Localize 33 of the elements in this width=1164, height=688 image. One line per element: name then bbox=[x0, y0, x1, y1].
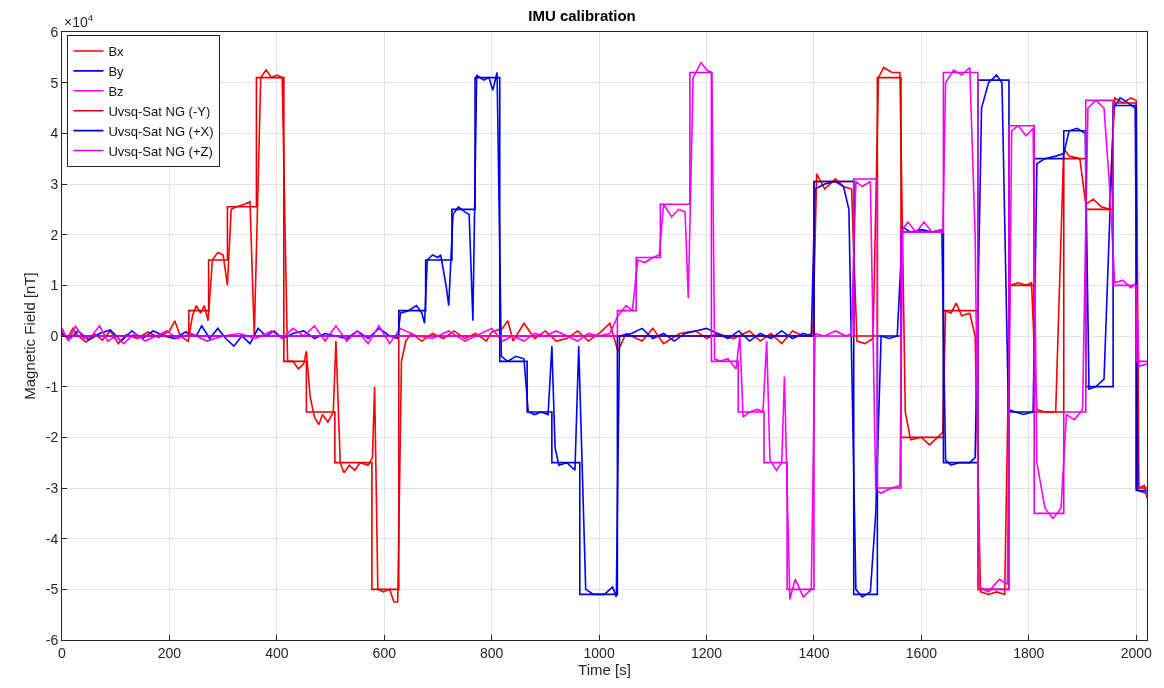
x-axis-title: Time [s] bbox=[578, 660, 631, 678]
y-tick-label: -3 bbox=[45, 479, 59, 496]
y-tick-label: -1 bbox=[45, 378, 59, 395]
y-tick-label: 3 bbox=[50, 175, 59, 192]
legend-label: Uvsq-Sat NG (+Z) bbox=[108, 143, 213, 159]
x-tick-label: 800 bbox=[480, 644, 504, 661]
y-axis-title: Magnetic Field [nT] bbox=[21, 272, 38, 400]
y-tick-label: -6 bbox=[45, 631, 59, 648]
y-tick-label: 4 bbox=[50, 125, 59, 142]
x-tick-label: 1200 bbox=[690, 644, 723, 661]
legend-label: Uvsq-Sat NG (-Y) bbox=[108, 103, 211, 119]
y-tick-label: -5 bbox=[45, 581, 59, 598]
chart-title: IMU calibration bbox=[528, 6, 636, 24]
x-tick-label: 2000 bbox=[1120, 644, 1153, 661]
x-tick-label: 600 bbox=[372, 644, 397, 661]
y-tick-label: 5 bbox=[50, 74, 59, 91]
x-tick-label: 400 bbox=[265, 644, 289, 661]
text: ×10$^{4}$ bbox=[64, 12, 94, 30]
y-tick-label: 0 bbox=[50, 327, 59, 344]
y-tick-label: 1 bbox=[50, 277, 59, 294]
legend-label: By bbox=[108, 63, 125, 79]
y-tick-label: 6 bbox=[50, 23, 59, 40]
x-tick-label: 1800 bbox=[1013, 644, 1045, 661]
x-tick-label: 1000 bbox=[583, 644, 615, 661]
legend-label: Uvsq-Sat NG (+X) bbox=[108, 123, 214, 139]
y-tick-label: 2 bbox=[50, 226, 59, 243]
x-tick-label: 1600 bbox=[905, 644, 938, 661]
x-tick-label: 200 bbox=[157, 644, 182, 661]
x-tick-label: 1400 bbox=[798, 644, 830, 661]
y-tick-label: -4 bbox=[45, 530, 59, 547]
y-tick-label: -2 bbox=[45, 429, 59, 446]
legend-label: Bx bbox=[108, 44, 125, 60]
legend-label: Bz bbox=[108, 83, 124, 99]
